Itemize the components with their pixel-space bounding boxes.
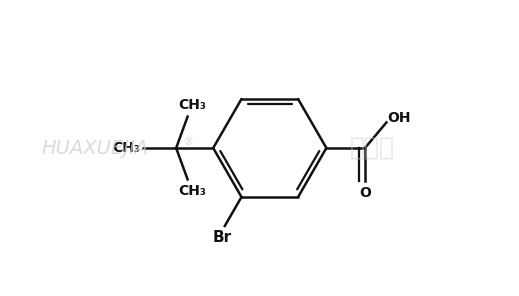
Text: ®: ® <box>184 137 194 147</box>
Text: CH₃: CH₃ <box>178 184 206 198</box>
Text: O: O <box>359 186 371 200</box>
Text: HUAXUEJIA: HUAXUEJIA <box>42 139 148 157</box>
Text: OH: OH <box>388 111 411 125</box>
Text: CH₃: CH₃ <box>112 141 140 155</box>
Text: Br: Br <box>213 230 232 245</box>
Text: CH₃: CH₃ <box>178 98 206 112</box>
Text: 化学加: 化学加 <box>350 136 395 160</box>
